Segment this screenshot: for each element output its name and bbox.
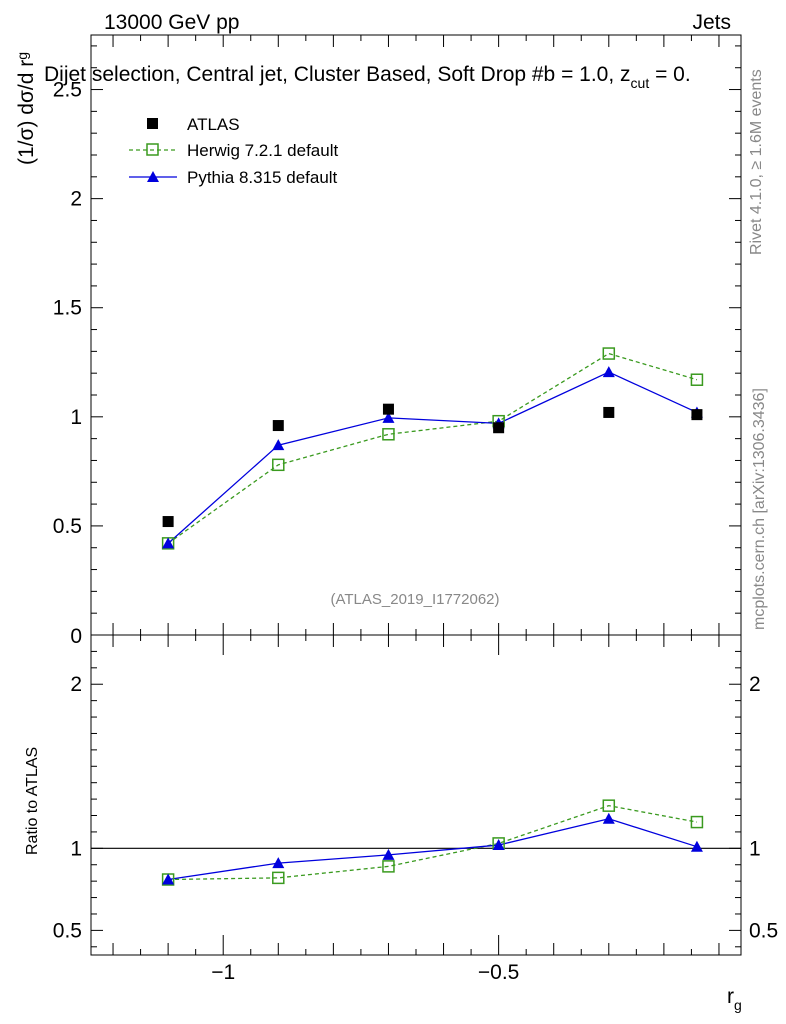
rivet-version-label: Rivet 4.1.0, ≥ 1.6M events	[748, 69, 765, 255]
mcplots-credit-label: mcplots.cern.ch [arXiv:1306.3436]	[751, 388, 768, 630]
atlas-point	[691, 409, 703, 421]
ratio-y-tick-labels: 0.5 0.5 1 1 2 2	[53, 673, 778, 942]
pythia-ratio-point	[162, 873, 175, 885]
ratio-plot-frame	[90, 634, 742, 956]
ratio-series-layer	[161, 799, 704, 886]
legend-herwig-marker	[146, 143, 159, 156]
pythia-point	[602, 366, 615, 378]
atlas-point	[162, 516, 174, 528]
legend-atlas-label: ATLAS	[187, 115, 240, 134]
ratio-y-tick-label: 2	[70, 673, 82, 696]
herwig-ratio-line	[168, 804, 698, 881]
ratio-y-tick-label-right: 1	[749, 837, 761, 860]
ratio-y-tick-label-right: 0.5	[749, 919, 778, 942]
main-y-tick-labels: 0.5 1 1.5 2 2.5 0	[53, 79, 82, 648]
process-label: Jets	[692, 11, 731, 34]
legend: ATLAS Herwig 7.2.1 default Pythia 8.315 …	[129, 115, 338, 187]
main-y-axis-label: (1/σ) dσ/d rg	[14, 52, 38, 165]
pythia-ratio-point	[690, 840, 703, 852]
x-tick-label: −1	[211, 961, 235, 984]
herwig-ratio-point	[690, 815, 704, 829]
pythia-ratio-point	[272, 857, 285, 869]
ratio-y-tick-label: 1	[70, 837, 82, 860]
pythia-ratio-point	[602, 812, 615, 824]
pythia-point	[382, 411, 395, 423]
herwig-point	[272, 458, 285, 472]
x-axis-label: rg	[727, 985, 742, 1013]
herwig-point	[690, 373, 704, 386]
pythia-ratio-point	[382, 848, 395, 860]
pythia-line	[167, 371, 698, 544]
atlas-point	[603, 406, 615, 418]
pythia-ratio-line	[168, 818, 698, 881]
main-y-tick-label: 0.5	[53, 515, 82, 538]
main-panel: 0.5 1 1.5 2 2.5 0 (1/σ) dσ/d rg (ATLAS_2019_I…	[14, 34, 742, 648]
pythia-ratio-point	[492, 839, 505, 851]
legend-herwig-label: Herwig 7.2.1 default	[187, 141, 338, 160]
ratio-y-tick-label-right: 2	[749, 673, 761, 696]
legend-pythia-marker	[147, 171, 159, 182]
analysis-watermark: (ATLAS_2019_I1772062)	[330, 591, 499, 608]
legend-pythia-label: Pythia 8.315 default	[187, 168, 338, 187]
selection-subtitle: Dijet selection, Central jet, Cluster Ba…	[44, 63, 691, 91]
main-series-layer	[161, 347, 704, 550]
herwig-ratio-point	[382, 860, 395, 873]
pythia-point	[162, 537, 175, 549]
main-axis-ticks	[91, 35, 741, 636]
main-y-tick-label: 1.5	[53, 297, 82, 320]
pythia-point	[272, 439, 285, 451]
atlas-point	[493, 422, 505, 434]
ratio-panel: 0.5 0.5 1 1 2 2 −1 −0.5 Ratio to ATLAS rg	[24, 634, 778, 1013]
ratio-axis-ticks	[91, 634, 741, 955]
main-y-tick-label: 2.5	[53, 79, 82, 102]
ratio-y-tick-label: 0.5	[53, 919, 82, 942]
atlas-point	[382, 403, 394, 415]
herwig-line	[167, 352, 698, 544]
main-y-tick-label: 2	[70, 188, 82, 211]
legend-atlas-marker	[147, 118, 158, 129]
herwig-ratio-point	[272, 871, 285, 885]
x-tick-label: −0.5	[478, 961, 519, 984]
herwig-point	[382, 428, 395, 441]
main-y-tick-label: 1	[70, 406, 82, 429]
herwig-point	[602, 347, 616, 360]
atlas-point	[272, 420, 284, 432]
ratio-y-axis-label: Ratio to ATLAS	[24, 747, 41, 855]
main-y-tick-label: 0	[70, 625, 82, 648]
collision-energy-label: 13000 GeV pp	[104, 11, 239, 34]
ratio-x-tick-labels: −1 −0.5	[211, 961, 519, 984]
herwig-ratio-point	[602, 799, 616, 812]
